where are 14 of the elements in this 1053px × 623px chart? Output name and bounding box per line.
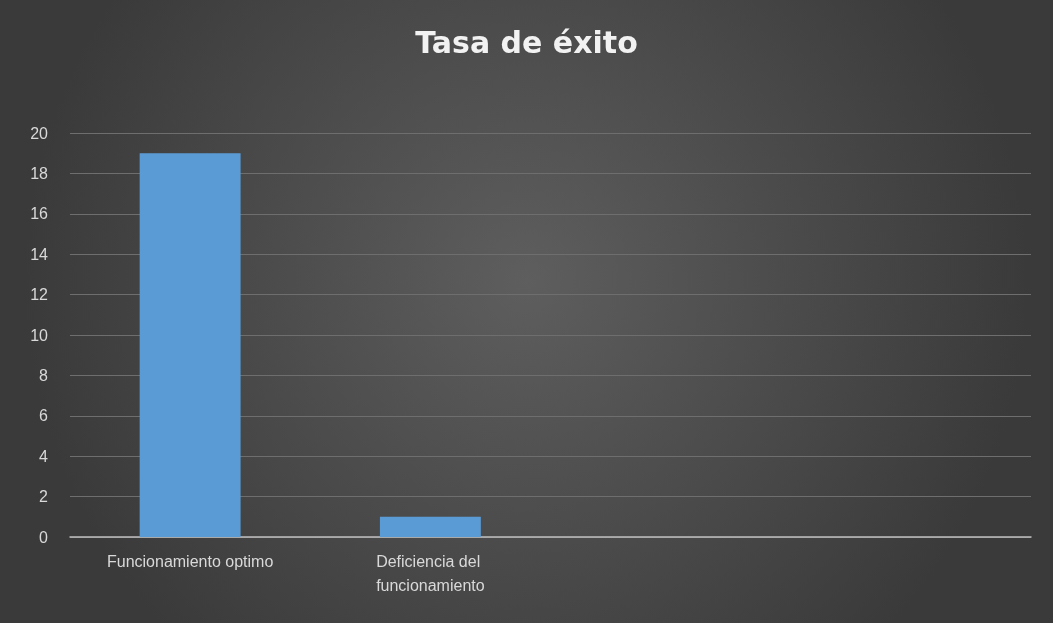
x-tick-label: Funcionamiento optimo (106, 552, 274, 570)
y-tick-label: 4 (39, 447, 49, 465)
y-tick-label: 16 (30, 205, 49, 223)
x-tick-label: Deficiencia del funcionamiento (376, 552, 485, 594)
y-tick-label: 14 (30, 245, 49, 263)
y-tick-label: 10 (30, 326, 49, 344)
y-tick-label: 8 (39, 366, 49, 384)
y-tick-label: 2 (39, 488, 49, 506)
y-tick-label: 18 (30, 164, 49, 182)
y-tick-label: 20 (30, 124, 49, 142)
y-tick-label: 12 (30, 286, 49, 304)
y-tick-label: 0 (39, 528, 49, 546)
y-tick-label: 6 (39, 407, 49, 425)
chart-title: Tasa de éxito (415, 24, 638, 60)
